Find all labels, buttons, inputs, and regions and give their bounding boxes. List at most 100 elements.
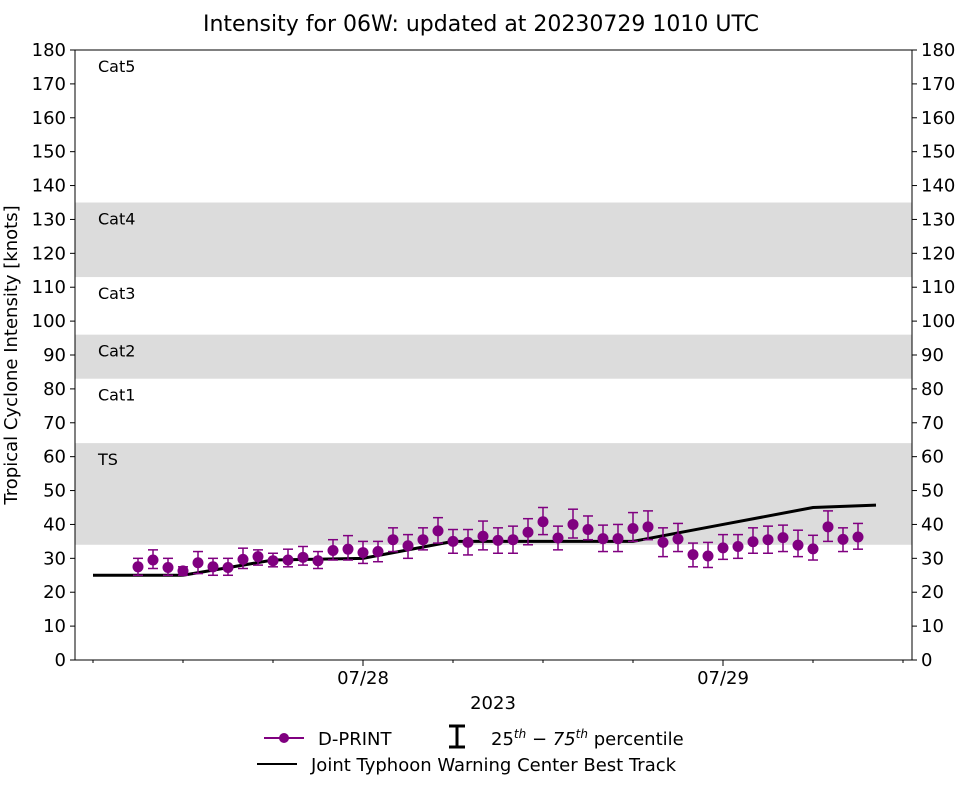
dprint-point [807,543,819,555]
band-label-cat3: Cat3 [98,284,135,303]
y-tick-label-right: 0 [921,650,932,671]
dprint-point [147,554,159,566]
x-tick-label: 07/28 [337,668,389,689]
y-tick-label-left: 120 [32,243,66,264]
dprint-point [297,551,309,563]
legend-percentile-label: 25th − 75th percentile [491,727,684,750]
y-tick-label-right: 60 [921,447,944,468]
y-tick-label-left: 40 [43,514,66,535]
dprint-point [132,561,144,573]
dprint-point [627,523,639,535]
y-tick-label-left: 100 [32,311,66,332]
y-tick-label-left: 90 [43,345,66,366]
y-tick-label-right: 110 [921,277,955,298]
y-tick-label-left: 130 [32,209,66,230]
dprint-point [327,545,339,557]
dprint-point [312,555,324,567]
y-tick-label-right: 90 [921,345,944,366]
legend-dprint-marker [279,733,289,743]
y-tick-label-left: 10 [43,616,66,637]
dprint-point [537,516,549,528]
dprint-point [852,531,864,543]
dprint-point [507,534,519,546]
y-tick-label-right: 80 [921,379,944,400]
band-label-cat5: Cat5 [98,57,135,76]
dprint-point [837,533,849,545]
dprint-point [687,549,699,561]
y-tick-label-right: 40 [921,514,944,535]
dprint-point [372,546,384,558]
y-tick-label-left: 60 [43,447,66,468]
y-tick-label-right: 150 [921,142,955,163]
dprint-point [177,565,189,577]
dprint-point [732,540,744,552]
dprint-point [252,551,264,563]
y-tick-label-left: 170 [32,74,66,95]
y-tick-label-left: 70 [43,413,66,434]
y-tick-label-right: 160 [921,108,955,129]
y-tick-label-left: 150 [32,142,66,163]
y-tick-label-right: 30 [921,548,944,569]
legend-dprint-label: D-PRINT [318,729,392,750]
dprint-point [417,534,429,546]
dprint-point [597,533,609,545]
dprint-point [672,533,684,545]
y-tick-label-right: 170 [921,74,955,95]
y-tick-label-right: 140 [921,176,955,197]
y-tick-label-left: 140 [32,176,66,197]
y-tick-label-right: 70 [921,413,944,434]
y-tick-label-left: 20 [43,582,66,603]
dprint-point [432,525,444,537]
y-tick-label-right: 100 [921,311,955,332]
x-axis-label: 2023 [470,693,516,714]
dprint-point [717,542,729,554]
dprint-point [162,561,174,573]
dprint-point [702,550,714,562]
dprint-point [222,561,234,573]
y-tick-label-left: 30 [43,548,66,569]
y-tick-label-left: 0 [55,650,66,671]
y-tick-label-right: 180 [921,40,955,61]
dprint-point [567,518,579,530]
y-axis-label: Tropical Cyclone Intensity [knots] [1,205,22,505]
x-tick-label: 07/29 [697,668,749,689]
band-label-cat1: Cat1 [98,386,135,405]
dprint-point [747,536,759,548]
y-tick-label-right: 130 [921,209,955,230]
y-tick-label-right: 50 [921,481,944,502]
dprint-point [192,557,204,569]
band-cat2 [75,334,912,379]
legend: D-PRINT 25th − 75th percentile Joint Typ… [257,724,684,776]
band-label-cat2: Cat2 [98,342,135,361]
dprint-point [447,535,459,547]
y-tick-label-right: 10 [921,616,944,637]
y-tick-label-left: 160 [32,108,66,129]
chart-title: Intensity for 06W: updated at 20230729 1… [203,12,759,37]
dprint-point [282,554,294,566]
band-label-ts: TS [97,450,118,469]
dprint-point [237,553,249,565]
dprint-point [342,543,354,555]
dprint-point [642,521,654,533]
dprint-point [387,534,399,546]
dprint-point [402,540,414,552]
legend-besttrack-label: Joint Typhoon Warning Center Best Track [310,755,677,776]
legend-percentile-icon [449,724,465,749]
y-tick-label-left: 180 [32,40,66,61]
dprint-point [522,526,534,538]
dprint-point [477,530,489,542]
dprint-point [822,521,834,533]
y-tick-label-left: 110 [32,277,66,298]
dprint-point [492,534,504,546]
y-tick-label-right: 120 [921,243,955,264]
dprint-point [207,561,219,573]
y-tick-label-right: 20 [921,582,944,603]
y-tick-label-left: 80 [43,379,66,400]
band-ts [75,443,912,545]
dprint-point [792,539,804,551]
dprint-point [462,536,474,548]
dprint-point [552,532,564,544]
band-cat4 [75,202,912,278]
y-tick-label-left: 50 [43,481,66,502]
